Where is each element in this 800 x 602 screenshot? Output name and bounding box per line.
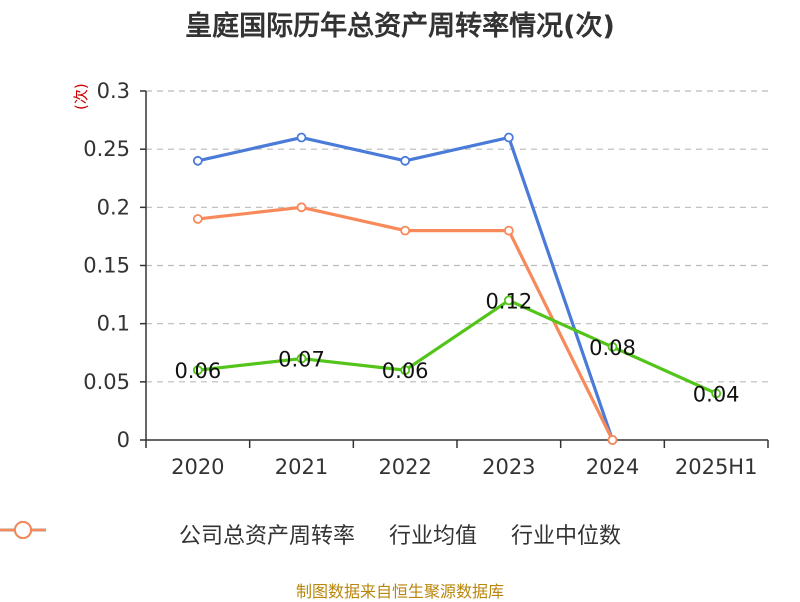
data-label-company: 0.07 xyxy=(278,348,325,372)
point-industry_avg xyxy=(400,155,411,166)
data-label-company: 0.06 xyxy=(174,359,221,383)
x-tick-label: 2024 xyxy=(586,455,639,479)
data-source-note: 制图数据来自恒生聚源数据库 xyxy=(295,582,504,601)
point-company xyxy=(192,365,203,376)
x-tick-label: 2025H1 xyxy=(675,455,758,479)
legend-label-industry-median: 行业中位数 xyxy=(511,524,622,549)
point-company xyxy=(296,353,307,364)
x-tick-label: 2022 xyxy=(378,455,431,479)
legend-item-industry-avg[interactable]: 行业均值 xyxy=(0,518,477,550)
legend: 公司总资产周转率 行业均值 行业中位数 xyxy=(0,518,800,550)
y-tick-label: 0 xyxy=(117,428,130,452)
point-company xyxy=(400,365,411,376)
y-tick-label: 0.1 xyxy=(97,312,130,336)
x-tick-label: 2020 xyxy=(171,455,224,479)
point-industry_avg xyxy=(503,132,514,143)
point-industry_median xyxy=(503,225,514,236)
legend-label-industry-avg: 行业均值 xyxy=(388,524,477,549)
data-label-company: 0.08 xyxy=(589,336,636,360)
point-industry_avg xyxy=(192,155,203,166)
y-tick-label: 0.25 xyxy=(83,137,130,161)
point-company xyxy=(607,342,618,352)
legend-item-industry-median[interactable]: 行业中位数 xyxy=(0,518,622,550)
y-tick-label: 0.05 xyxy=(83,370,130,394)
y-tick-label: 0.2 xyxy=(97,195,130,219)
series-line-company xyxy=(197,298,717,395)
point-industry_median xyxy=(607,435,618,445)
x-tick-label: 2021 xyxy=(275,455,328,479)
point-industry_avg xyxy=(296,132,307,143)
data-label-company: 0.04 xyxy=(693,382,740,406)
data-label-company: 0.06 xyxy=(382,359,429,383)
legend-swatch-industry-median xyxy=(0,521,46,539)
data-label-company: 0.12 xyxy=(485,289,532,313)
y-tick-label: 0.15 xyxy=(83,254,130,278)
point-company xyxy=(503,295,514,306)
series-line-industry_avg xyxy=(197,135,615,441)
legend-item-company[interactable]: 公司总资产周转率 xyxy=(0,518,355,550)
point-industry_median xyxy=(400,225,411,236)
point-industry_median xyxy=(296,202,307,213)
x-tick-label: 2023 xyxy=(482,455,535,479)
point-industry_median xyxy=(192,214,203,224)
chart-title: 皇庭国际历年总资产周转率情况(次) xyxy=(185,11,615,42)
y-tick-label: 0.3 xyxy=(97,79,130,103)
point-company xyxy=(711,388,722,399)
legend-label-company: 公司总资产周转率 xyxy=(178,524,355,549)
